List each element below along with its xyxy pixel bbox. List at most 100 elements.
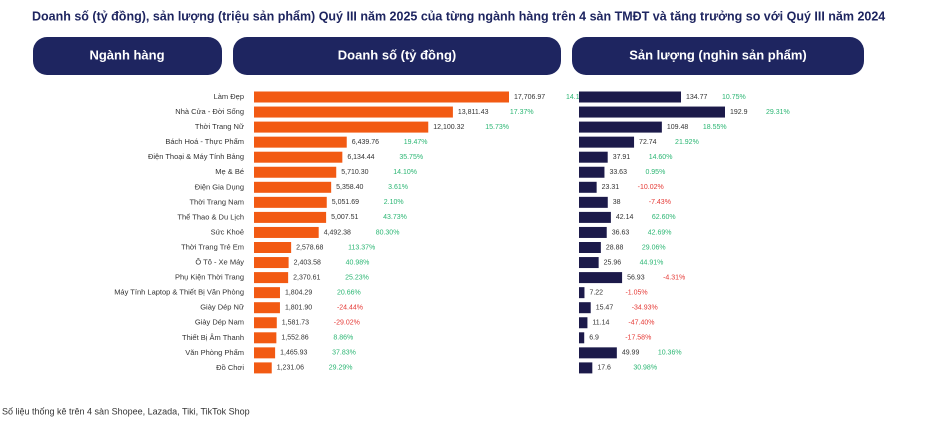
growth-label: 14.10%: [393, 169, 417, 176]
value-label: 17,706.97: [514, 94, 545, 101]
growth-label: 19.47%: [404, 139, 428, 146]
growth-label: 44.91%: [640, 259, 664, 266]
bar: [254, 272, 289, 284]
growth-label: -1.05%: [625, 289, 647, 296]
header-pill: [33, 37, 222, 75]
series-header: Sản lượng (nghìn sản phẩm): [629, 47, 807, 62]
growth-label: 2.10%: [384, 199, 404, 206]
value-label: 1,465.93: [280, 350, 307, 357]
growth-label: -17.58%: [625, 335, 651, 342]
bar: [579, 181, 597, 193]
bar: [254, 287, 280, 299]
growth-label: 20.66%: [337, 289, 361, 296]
category-label: Nhà Cửa - Đời Sống: [175, 107, 244, 116]
growth-label: 80.30%: [376, 229, 400, 236]
value-label: 2,403.58: [294, 259, 321, 266]
value-label: 25.96: [604, 259, 622, 266]
growth-label: 40.98%: [346, 259, 370, 266]
bar: [254, 347, 276, 359]
growth-label: -34.93%: [632, 305, 658, 312]
growth-label: 21.92%: [675, 139, 699, 146]
value-label: 15.47: [596, 305, 614, 312]
growth-label: -7.43%: [649, 199, 671, 206]
bar: [579, 106, 725, 118]
category-label: Thể Thao & Du Lịch: [177, 212, 244, 221]
value-label: 56.93: [627, 274, 645, 281]
growth-label: 18.55%: [703, 124, 727, 131]
growth-label: -47.40%: [628, 320, 654, 327]
category-label: Thời Trang Nữ: [195, 122, 244, 131]
value-label: 42.14: [616, 214, 634, 221]
bar: [254, 302, 280, 314]
category-label: Điện Gia Dụng: [195, 182, 244, 191]
growth-label: 14.18%: [566, 94, 590, 101]
growth-label: 62.60%: [652, 214, 676, 221]
value-label: 1,552.86: [281, 335, 308, 342]
category-label: Điện Thoại & Máy Tính Bảng: [148, 152, 244, 161]
category-label: Làm Đẹp: [214, 92, 244, 101]
growth-label: 10.75%: [722, 94, 746, 101]
value-label: 2,578.68: [296, 244, 323, 251]
growth-label: 113.37%: [348, 244, 375, 251]
bar: [579, 151, 608, 163]
value-label: 4,492.38: [324, 229, 351, 236]
bar: [579, 91, 682, 103]
bar: [579, 317, 588, 329]
bar: [579, 347, 617, 359]
value-label: 33.63: [609, 169, 627, 176]
growth-label: 42.69%: [648, 229, 672, 236]
growth-label: 35.75%: [399, 154, 423, 161]
category-label: Thời Trang Nam: [189, 197, 244, 206]
bar: [254, 211, 327, 223]
value-label: 5,007.51: [331, 214, 358, 221]
growth-label: -10.02%: [638, 184, 664, 191]
value-label: 11.14: [592, 320, 609, 327]
header-pill: [572, 37, 864, 75]
growth-label: 15.73%: [485, 124, 509, 131]
bar: [254, 226, 319, 238]
value-label: 6,439.76: [352, 139, 379, 146]
category-label: Sức Khoẻ: [211, 227, 244, 236]
bar: [579, 136, 635, 148]
bar: [254, 121, 429, 133]
growth-label: 25.23%: [345, 274, 369, 281]
bar: [579, 272, 623, 284]
value-label: 12,100.32: [433, 124, 464, 131]
growth-label: 29.29%: [329, 365, 353, 372]
growth-label: 14.60%: [649, 154, 673, 161]
bar: [254, 257, 289, 269]
value-label: 5,051.69: [332, 199, 359, 206]
category-label: Đồ Chơi: [216, 363, 244, 372]
growth-label: -4.31%: [663, 274, 685, 281]
value-label: 72.74: [639, 139, 657, 146]
value-label: 38: [613, 199, 621, 206]
category-label: Văn Phòng Phẩm: [185, 348, 244, 357]
bar: [579, 362, 593, 374]
category-label: Máy Tính Laptop & Thiết Bị Văn Phòng: [114, 288, 244, 297]
chart-title: Doanh số (tỷ đồng), sản lượng (triệu sản…: [32, 9, 885, 23]
category-label: Thiết Bị Âm Thanh: [182, 333, 244, 342]
value-label: 37.91: [613, 154, 631, 161]
bar: [579, 211, 611, 223]
bar: [254, 242, 292, 253]
bar: [254, 151, 343, 163]
value-label: 36.63: [612, 229, 630, 236]
bar: [579, 257, 599, 269]
value-label: 1,801.90: [285, 305, 312, 312]
bar: [254, 362, 272, 374]
bar: [254, 136, 347, 148]
bar: [579, 287, 585, 299]
bar: [254, 181, 332, 193]
value-label: 1,804.29: [285, 289, 312, 296]
growth-label: 29.31%: [766, 109, 790, 116]
bar: [579, 302, 591, 314]
value-label: 49.99: [622, 350, 640, 357]
growth-label: 0.95%: [645, 169, 665, 176]
growth-label: 30.98%: [633, 365, 657, 372]
value-label: 6,134.44: [347, 154, 374, 161]
footnote: Số liệu thống kê trên 4 sàn Shopee, Laza…: [2, 406, 250, 416]
category-label: Giày Dép Nam: [195, 318, 244, 327]
bar: [254, 91, 509, 103]
value-label: 1,231.06: [277, 365, 304, 372]
value-label: 109.48: [667, 124, 689, 131]
